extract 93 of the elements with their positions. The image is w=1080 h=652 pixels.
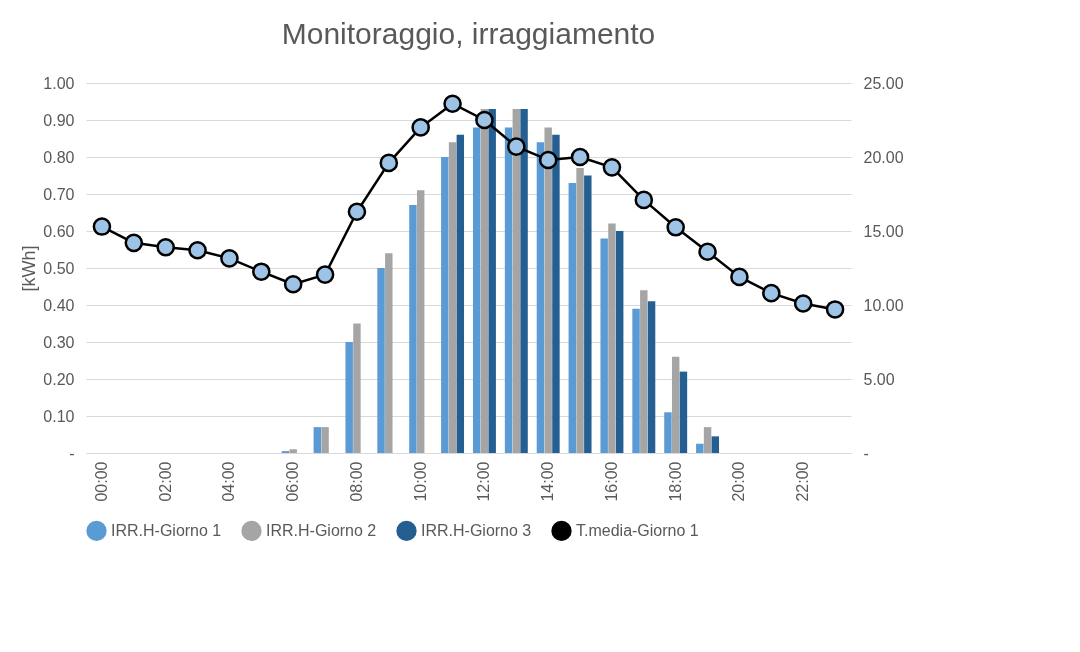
point — [602, 158, 622, 177]
bar — [647, 301, 656, 453]
bar — [632, 308, 640, 453]
x-tick-label: 04:00 — [220, 461, 238, 502]
bar — [552, 134, 560, 453]
y2-tick-label: 10.00 — [863, 296, 904, 314]
bar — [671, 356, 680, 453]
bar — [679, 371, 688, 453]
point — [538, 150, 558, 170]
x-tick-label: 16:00 — [602, 461, 620, 502]
bar — [615, 231, 624, 453]
bar — [544, 127, 552, 453]
point — [634, 190, 654, 210]
point — [698, 242, 717, 262]
point — [666, 218, 685, 237]
y-tick-label: - — [69, 444, 75, 462]
x-tick-label: 20:00 — [730, 461, 748, 502]
x-tick-label: 10:00 — [411, 461, 429, 502]
bar — [441, 157, 449, 453]
bar — [664, 412, 672, 453]
x-tick-label: 14:00 — [539, 461, 557, 502]
y2-tick-label: - — [863, 444, 869, 462]
y-tick-label: 0.20 — [43, 370, 75, 388]
y-tick-label: 0.60 — [43, 222, 75, 240]
point — [124, 233, 144, 253]
y2-tick-label: 15.00 — [863, 222, 904, 240]
bar — [345, 342, 353, 453]
bar — [353, 323, 361, 453]
x-tick-label: 18:00 — [666, 461, 684, 502]
bar — [584, 175, 592, 453]
y2-tick-label: 20.00 — [863, 148, 904, 166]
legend-label: T.media-Giorno 1 — [576, 521, 699, 539]
point — [507, 137, 526, 156]
x-tick-label: 08:00 — [347, 461, 365, 502]
bar — [313, 427, 322, 453]
bar — [456, 134, 465, 453]
bar — [385, 253, 393, 453]
bar — [472, 127, 481, 453]
y-axis-title: [kWh] — [19, 245, 40, 292]
point — [315, 265, 335, 284]
legend-label: IRR.H-Giorno 1 — [111, 521, 222, 539]
bar — [289, 449, 297, 453]
y-tick-label: 0.50 — [43, 259, 75, 277]
legend-label: IRR.H-Giorno 3 — [421, 521, 532, 539]
bar — [703, 427, 712, 453]
point — [92, 217, 112, 236]
point — [443, 94, 462, 114]
y2-tick-label: 25.00 — [863, 74, 904, 92]
x-tick-label: 06:00 — [284, 461, 302, 502]
point — [411, 118, 430, 137]
chart-title: Monitoraggio, irraggiamento — [281, 17, 656, 50]
point — [188, 240, 207, 260]
bar — [608, 223, 616, 453]
point — [825, 300, 845, 319]
x-tick-label: 12:00 — [475, 461, 493, 502]
point — [793, 294, 813, 313]
point — [570, 147, 590, 167]
y-tick-label: 0.10 — [43, 407, 75, 425]
point — [347, 202, 367, 222]
bar — [377, 268, 385, 453]
bar — [696, 443, 704, 453]
bar — [600, 238, 608, 453]
point — [283, 274, 303, 294]
y-tick-label: 0.70 — [43, 185, 75, 203]
point — [379, 153, 399, 173]
bar — [504, 127, 513, 453]
legend-label: IRR.H-Giorno 2 — [266, 521, 377, 539]
point — [475, 110, 494, 130]
y-tick-label: 0.40 — [43, 296, 75, 314]
bar — [409, 205, 417, 453]
bar — [448, 142, 457, 453]
bar — [488, 108, 496, 453]
x-tick-label: 22:00 — [794, 461, 812, 502]
point — [220, 249, 239, 268]
bar — [536, 142, 545, 453]
bar — [568, 182, 577, 453]
bar — [576, 168, 584, 453]
y-tick-label: 1.00 — [43, 74, 75, 92]
bar — [640, 290, 648, 453]
point — [730, 267, 749, 287]
point — [156, 237, 175, 257]
y2-tick-label: 5.00 — [863, 370, 895, 388]
x-tick-label: 00:00 — [92, 461, 110, 502]
y-tick-label: 0.80 — [43, 148, 75, 166]
bar — [416, 190, 425, 453]
x-tick-label: 02:00 — [156, 461, 174, 502]
point — [252, 262, 271, 281]
point — [762, 283, 781, 303]
bar — [321, 427, 329, 453]
bar — [711, 436, 720, 453]
y-tick-label: 0.30 — [43, 333, 75, 351]
bar — [520, 108, 528, 453]
y-tick-label: 0.90 — [43, 111, 75, 129]
